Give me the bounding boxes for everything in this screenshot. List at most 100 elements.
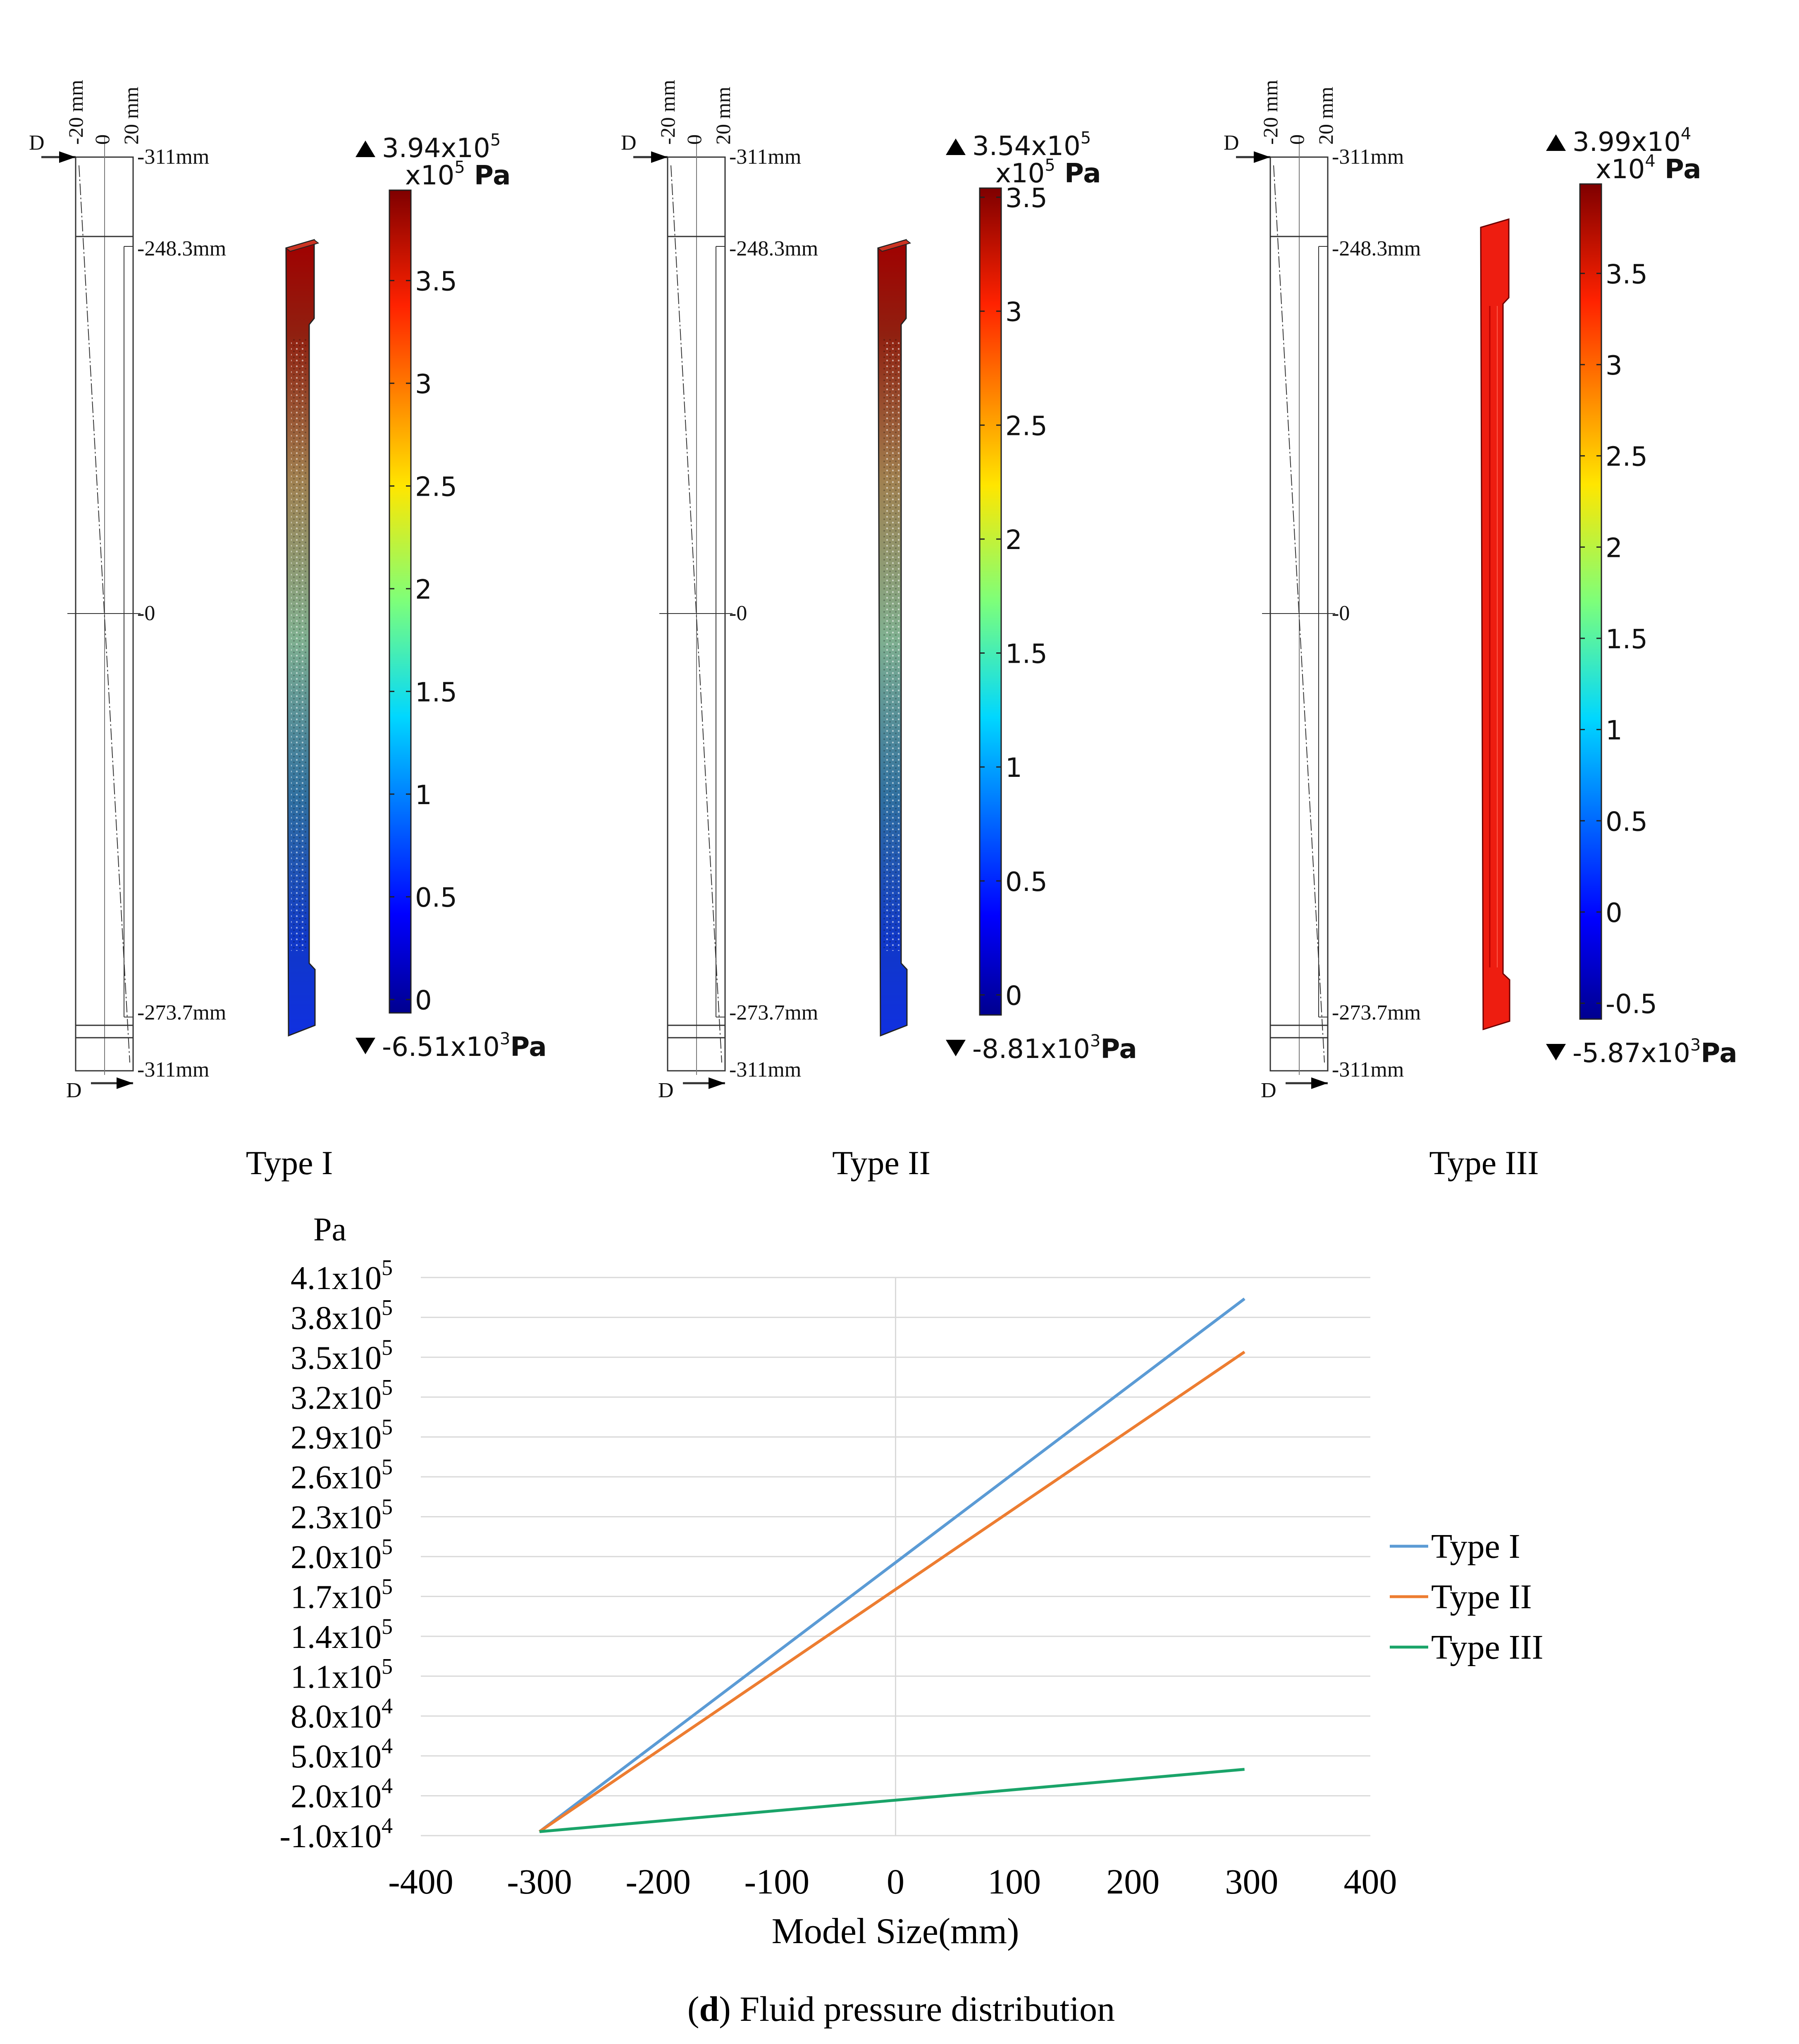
dim-right-width: 20 mm bbox=[711, 87, 735, 145]
panel-type-2: DD-311mm-248.3mm-0-273.7mm-311mm-20 mm 0 2… bbox=[621, 80, 1137, 1102]
x-tick-label: -400 bbox=[388, 1862, 453, 1901]
max-marker-icon bbox=[356, 141, 375, 157]
x-tick-label: -200 bbox=[625, 1862, 691, 1901]
legend-tick-label: 2.5 bbox=[1005, 411, 1047, 442]
legend-tick-label: 2 bbox=[1005, 525, 1022, 556]
legend-max-value: 3.99x104 bbox=[1572, 124, 1691, 158]
legend-entry: Type III bbox=[1431, 1628, 1544, 1667]
panel-label-type-2: Type II bbox=[832, 1144, 931, 1182]
legend-tick-label: 0 bbox=[1005, 981, 1022, 1011]
dim-middle: -0 bbox=[729, 602, 747, 625]
dim-zero: 0 bbox=[91, 134, 114, 145]
legend-tick-label: 3 bbox=[1606, 351, 1622, 381]
legend-tick-label: 0.5 bbox=[1606, 807, 1648, 837]
legend-tick-label: 0.5 bbox=[415, 883, 457, 913]
legend-max-value: 3.54x105 bbox=[972, 129, 1091, 162]
section-marker-bottom: D bbox=[66, 1079, 82, 1102]
y-tick-label: 2.0x104 bbox=[291, 1774, 393, 1815]
legend-tick-label: 3.5 bbox=[415, 267, 457, 297]
dim-lower: -273.7mm bbox=[729, 1001, 818, 1024]
schematic-drawing bbox=[633, 136, 732, 1089]
y-tick-label: -1.0x104 bbox=[279, 1813, 393, 1855]
schematic-drawing bbox=[1236, 136, 1335, 1089]
section-marker-top: D bbox=[29, 131, 45, 155]
x-tick-label: 300 bbox=[1225, 1862, 1278, 1901]
caption-open: ( bbox=[687, 1989, 699, 2029]
chart-grid bbox=[421, 1277, 1370, 1836]
legend-tick-label: 0.5 bbox=[1005, 867, 1047, 898]
fem-model bbox=[285, 239, 320, 1037]
x-tick-label: 400 bbox=[1344, 1862, 1397, 1901]
dim-top: -311mm bbox=[137, 145, 209, 169]
legend-entry: Type II bbox=[1431, 1578, 1532, 1616]
y-tick-label: 2.3x105 bbox=[291, 1495, 393, 1536]
x-axis-label: Model Size(mm) bbox=[772, 1911, 1019, 1951]
x-tick-label: 200 bbox=[1106, 1862, 1160, 1901]
y-tick-labels: 4.1x1053.8x1053.5x1053.2x1052.9x1052.6x1… bbox=[279, 1255, 393, 1855]
colorbar bbox=[979, 187, 1002, 1016]
dim-left-width: -20 mm bbox=[656, 80, 679, 145]
colorbar bbox=[389, 189, 412, 1014]
contour-panels: DD-311mm-248.3mm-0-273.7mm-311mm-20 mm 0 2… bbox=[29, 80, 1737, 1102]
y-tick-label: 1.4x105 bbox=[291, 1614, 393, 1655]
y-tick-label: 3.5x105 bbox=[291, 1335, 393, 1376]
dim-upper: -248.3mm bbox=[1332, 237, 1421, 260]
dim-lower: -273.7mm bbox=[1332, 1001, 1421, 1024]
legend-tick-label: 0 bbox=[415, 986, 432, 1016]
legend-tick-label: 3.5 bbox=[1005, 183, 1047, 214]
schematic-drawing bbox=[41, 136, 141, 1089]
min-marker-icon bbox=[1546, 1044, 1566, 1060]
dim-left-width: -20 mm bbox=[64, 80, 87, 145]
caption-text: ) Fluid pressure distribution bbox=[719, 1989, 1115, 2029]
section-marker-top: D bbox=[621, 131, 637, 155]
legend-unit: x104 Pa bbox=[1596, 152, 1701, 185]
section-marker-bottom: D bbox=[1261, 1079, 1276, 1102]
panel-label-type-1: Type I bbox=[246, 1144, 333, 1182]
fem-model bbox=[1480, 218, 1510, 1031]
panel-type-3: DD-311mm-248.3mm-0-273.7mm-311mm-20 mm 0 2… bbox=[1224, 80, 1737, 1102]
dim-lower: -273.7mm bbox=[137, 1001, 226, 1024]
dim-middle: -0 bbox=[1332, 602, 1350, 625]
section-marker-bottom: D bbox=[658, 1079, 674, 1102]
dimension-labels: D D -311mm -248.3mm -0 -273.7mm -311mm -20 mm 0 2… bbox=[621, 80, 818, 1102]
legend-tick-label: 3 bbox=[1005, 297, 1022, 328]
max-marker-icon bbox=[1546, 134, 1566, 151]
x-tick-label: 0 bbox=[887, 1862, 904, 1901]
legend-entry: Type I bbox=[1431, 1527, 1520, 1566]
y-tick-label: 1.1x105 bbox=[291, 1654, 393, 1695]
legend-tick-label: 1.5 bbox=[1005, 639, 1047, 670]
dim-right-width: 20 mm bbox=[1314, 87, 1337, 145]
y-tick-label: 5.0x104 bbox=[291, 1734, 393, 1775]
legend-tick-label: 1.5 bbox=[415, 677, 457, 708]
chart-legend: Type I Type II Type III bbox=[1390, 1527, 1544, 1667]
series-line-type-3 bbox=[539, 1768, 1245, 1833]
legend-tick-label: 3.5 bbox=[1606, 259, 1648, 290]
x-tick-label: -300 bbox=[507, 1862, 572, 1901]
dim-bottom: -311mm bbox=[729, 1058, 801, 1082]
legend-tick-label: -0.5 bbox=[1606, 989, 1657, 1020]
series-line-type-1 bbox=[539, 1297, 1245, 1833]
min-marker-icon bbox=[356, 1038, 375, 1054]
dimension-labels: D D -311mm -248.3mm -0 -273.7mm -311mm -20 mm 0 2… bbox=[1224, 80, 1421, 1102]
dim-right-width: 20 mm bbox=[119, 87, 143, 145]
legend-unit: x105 Pa bbox=[995, 156, 1101, 189]
legend-tick-label: 2.5 bbox=[415, 472, 457, 502]
dim-zero: 0 bbox=[1285, 134, 1308, 145]
legend-min-value: -8.81x103Pa bbox=[972, 1032, 1137, 1065]
figure-caption: (d) Fluid pressure distribution bbox=[687, 1989, 1115, 2029]
dim-bottom: -311mm bbox=[137, 1058, 209, 1082]
legend-max-value: 3.94x105 bbox=[382, 131, 501, 164]
panel-label-type-3: Type III bbox=[1429, 1144, 1539, 1182]
legend-min-value: -6.51x103Pa bbox=[382, 1029, 547, 1063]
legend-tick-label: 2.5 bbox=[1606, 442, 1648, 473]
legend-tick-label: 1 bbox=[1005, 753, 1022, 783]
dim-top: -311mm bbox=[729, 145, 801, 169]
chart-series bbox=[539, 1297, 1245, 1833]
dim-middle: -0 bbox=[137, 602, 155, 625]
panel-type-1: DD-311mm-248.3mm-0-273.7mm-311mm-20 mm 0 2… bbox=[29, 80, 547, 1102]
legend-tick-label: 3 bbox=[415, 369, 432, 400]
y-tick-label: 3.8x105 bbox=[291, 1295, 393, 1336]
legend-tick-label: 0 bbox=[1606, 898, 1622, 929]
